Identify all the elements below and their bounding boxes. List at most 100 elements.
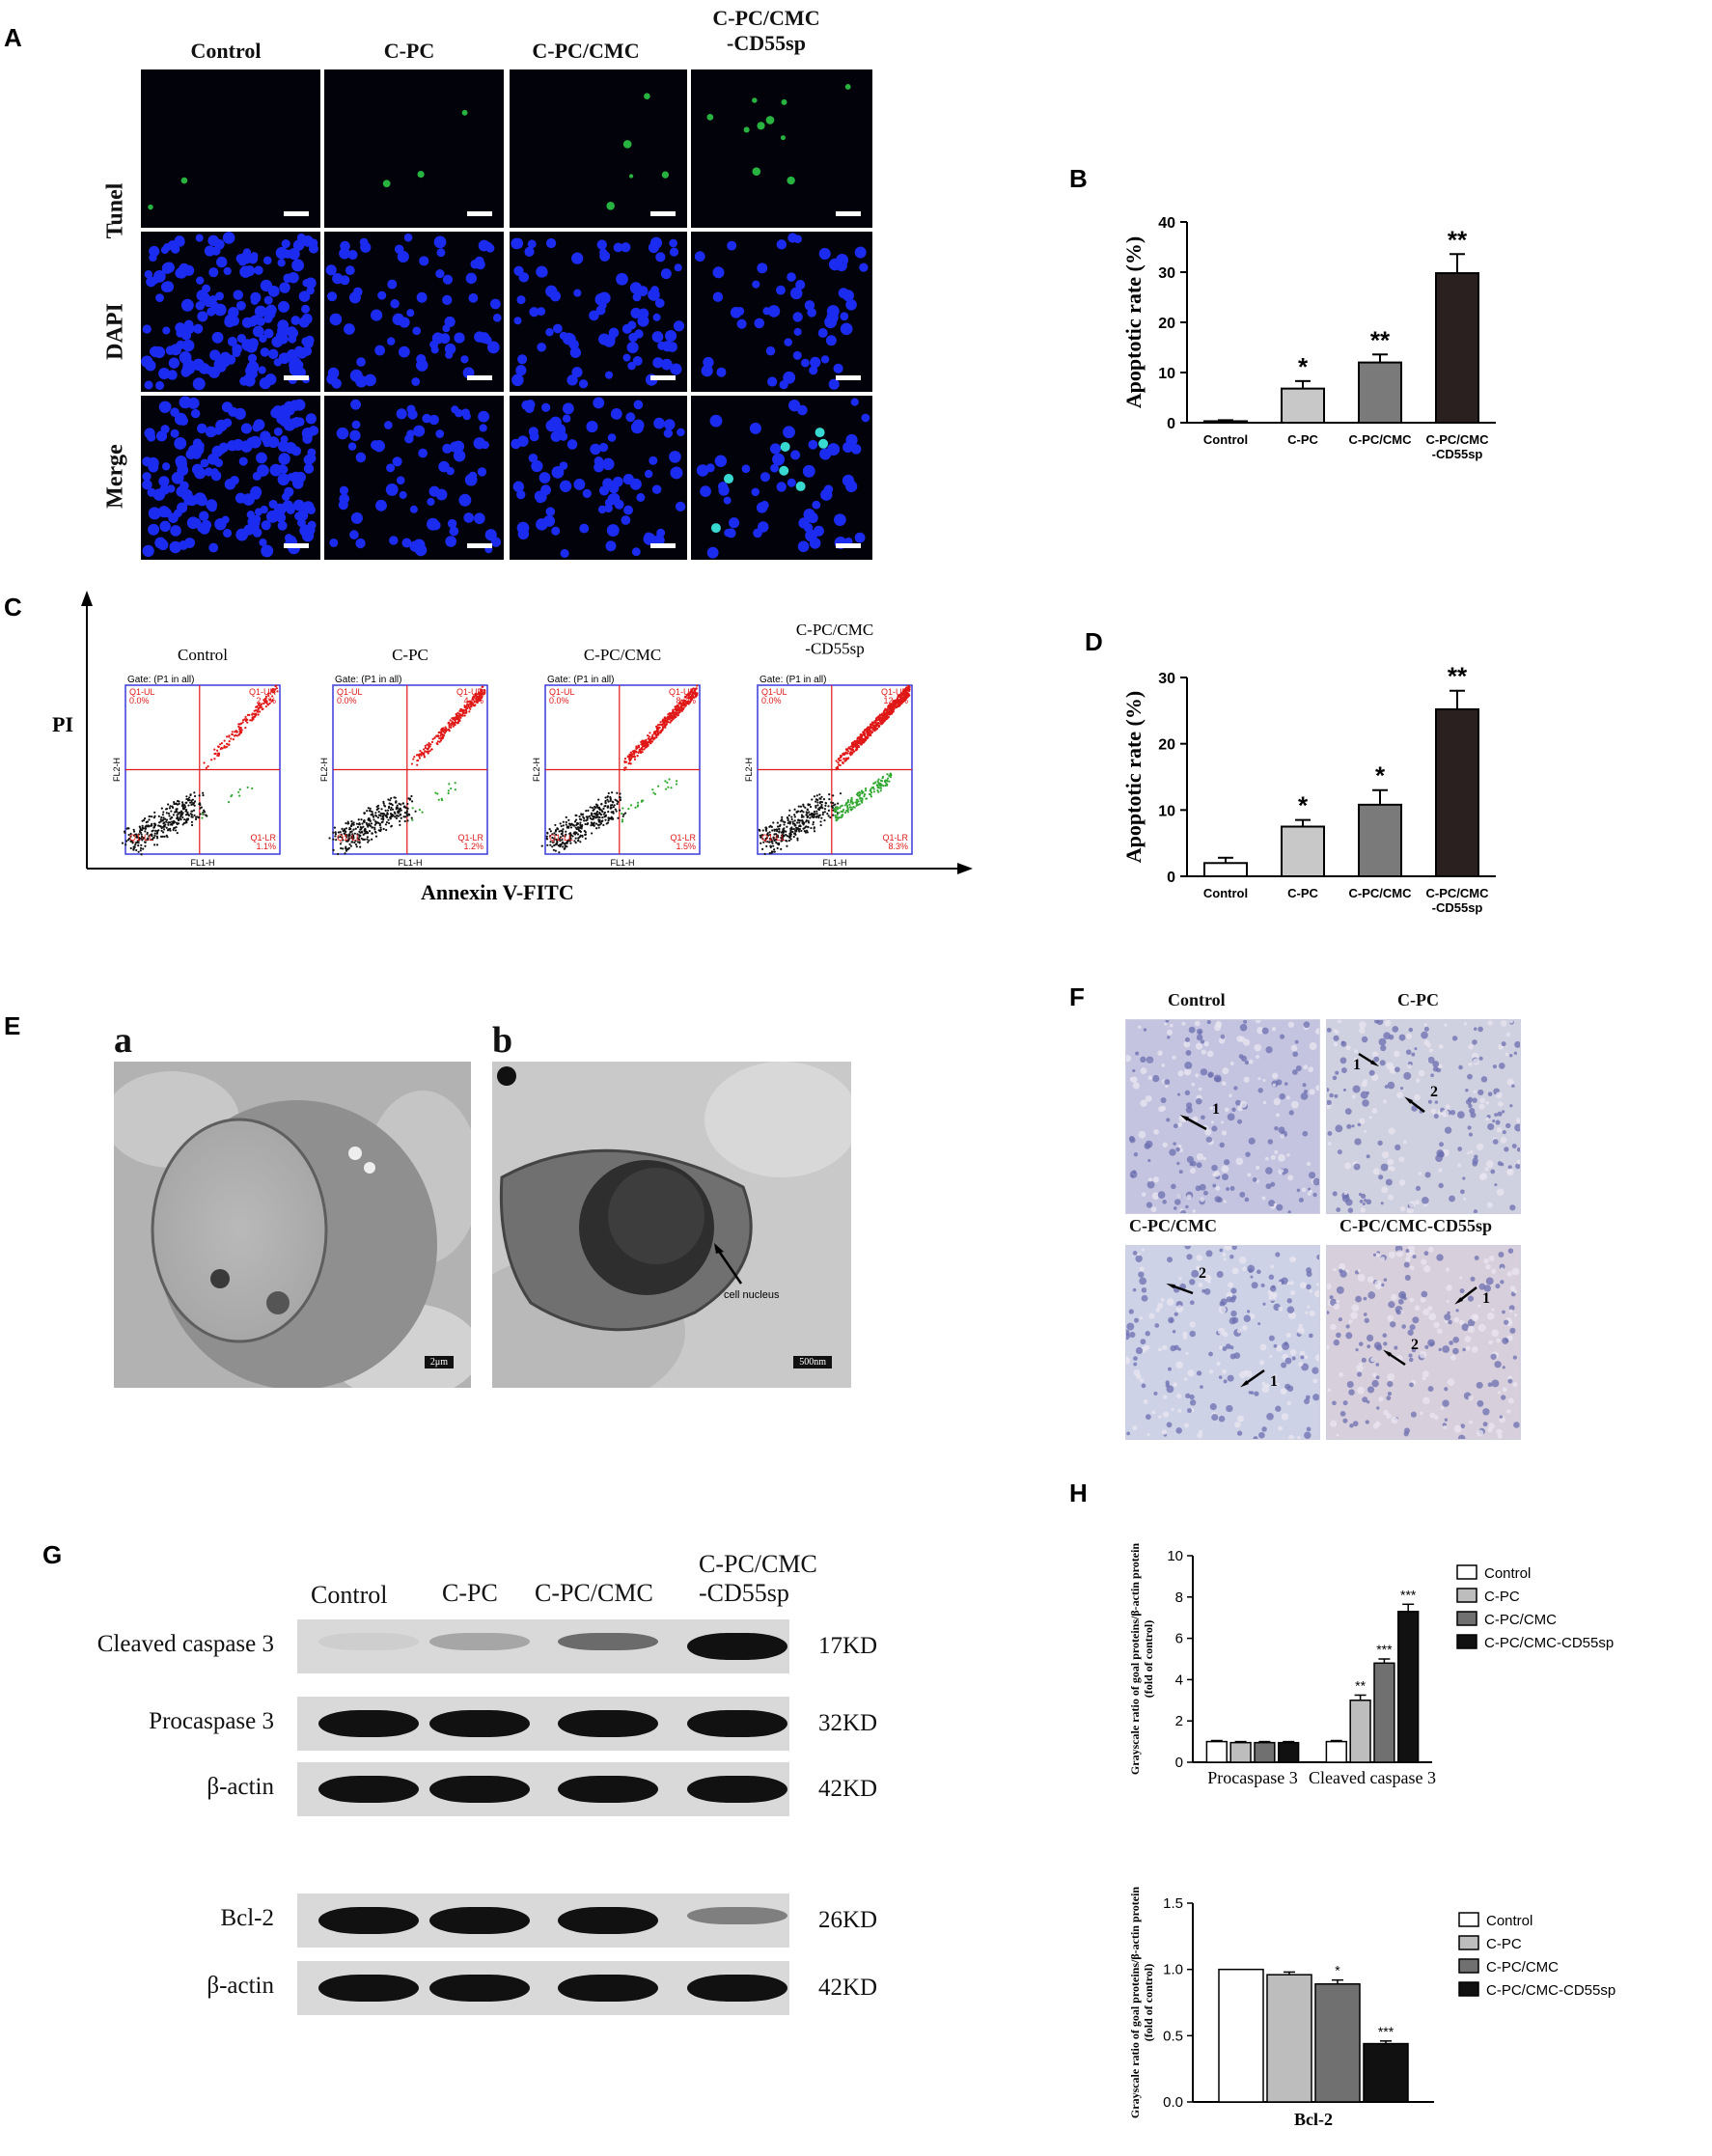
c-event-early [411, 807, 414, 810]
c-event-live [351, 834, 354, 837]
tissue-cell [1504, 1319, 1509, 1325]
tissue-cell [1257, 1322, 1261, 1326]
dapi-nucleus [458, 493, 472, 507]
c-event-live [566, 840, 569, 843]
c-event-late [892, 701, 895, 704]
c-event-live [175, 810, 178, 813]
tissue-cell [1132, 1251, 1138, 1256]
c-event-live [184, 821, 187, 824]
tissue-cell [1229, 1296, 1236, 1303]
c-event-live [397, 811, 400, 814]
c-event-late [276, 690, 279, 693]
c-event-late [655, 735, 658, 739]
dapi-nucleus [192, 358, 205, 372]
dapi-nucleus [303, 455, 315, 465]
c-lr-value: 8.3% [888, 842, 908, 851]
tissue-cell [1337, 1149, 1342, 1155]
c-event-live [183, 804, 186, 807]
blot-row-label: Cleaved caspase 3 [97, 1631, 274, 1657]
c-event-late [262, 702, 265, 705]
c-event-live [831, 814, 835, 816]
c-event-live [594, 822, 598, 825]
c-event-live [169, 805, 172, 808]
c-event-live [191, 815, 194, 818]
tissue-cell [1189, 1162, 1194, 1167]
x-tick-label: C-PC/CMC [1349, 432, 1413, 447]
c-event-late [694, 687, 697, 691]
c-event-live [359, 834, 362, 837]
dapi-nucleus [586, 420, 598, 433]
c-event-live [142, 837, 146, 840]
tissue-cell [1485, 1277, 1494, 1285]
c-event-late [623, 766, 626, 769]
c-event-live [170, 810, 173, 813]
c-event-early [652, 791, 655, 794]
tissue-cell [1438, 1044, 1444, 1049]
tissue-cell [1307, 1192, 1312, 1196]
tissue-cell [1189, 1279, 1196, 1285]
c-event-late [440, 732, 443, 734]
c-event-late [257, 710, 260, 713]
tissue-cell [1496, 1338, 1501, 1343]
tissue-cell [1479, 1097, 1486, 1104]
dapi-nucleus [664, 419, 676, 430]
dapi-nucleus [449, 526, 459, 537]
c-event-late [275, 684, 278, 687]
tissue-cell [1165, 1020, 1170, 1023]
tissue-cell [1306, 1161, 1312, 1167]
c-event-live [562, 824, 565, 827]
c-event-live [776, 830, 779, 833]
c-event-live [788, 836, 791, 840]
dapi-nucleus [288, 353, 297, 363]
tissue-cell [1430, 1108, 1437, 1115]
tissue-cell [1427, 1099, 1432, 1104]
dapi-nucleus [397, 250, 409, 263]
tissue-cell [1336, 1332, 1341, 1339]
panelA-image-r1-c1 [324, 232, 504, 392]
c-event-live [202, 791, 205, 794]
c-event-live [576, 833, 580, 836]
dapi-nucleus [252, 514, 262, 524]
c-event-live [771, 829, 774, 832]
dapi-nucleus [284, 534, 293, 542]
c-event-live [590, 814, 594, 816]
tissue-cell [1339, 1371, 1343, 1377]
c-event-live [602, 807, 605, 810]
c-event-live [340, 846, 343, 850]
blot-band [429, 1710, 530, 1737]
dapi-nucleus [364, 373, 376, 387]
c-event-late [676, 707, 678, 710]
c-event-early [835, 810, 838, 814]
c-event-late [258, 702, 261, 705]
tissue-cell [1371, 1379, 1379, 1388]
tissue-cell [1174, 1199, 1181, 1205]
tissue-cell [1184, 1061, 1193, 1069]
c-event-late [475, 699, 479, 703]
c-event-live [577, 829, 581, 832]
c-event-live [559, 836, 562, 839]
dapi-nucleus [752, 280, 760, 289]
tissue-cell [1254, 1043, 1262, 1052]
c-event-late [690, 694, 693, 697]
tissue-cell [1472, 1039, 1477, 1045]
dapi-nucleus [468, 471, 478, 481]
c-event-late [661, 728, 664, 731]
dapi-nucleus [628, 332, 638, 343]
tissue-cell [1351, 1124, 1355, 1128]
c-event-live [787, 839, 790, 843]
tissue-cell [1409, 1324, 1416, 1331]
c-event-live [778, 831, 781, 834]
tissue-cell [1162, 1395, 1168, 1399]
c-event-late [677, 713, 679, 717]
tissue-cell [1351, 1094, 1356, 1099]
c-event-live [398, 802, 400, 805]
tissue-cell [1387, 1380, 1394, 1388]
c-event-late [205, 766, 207, 769]
tissue-cell [1354, 1138, 1362, 1146]
dapi-nucleus [626, 341, 639, 354]
c-event-live [138, 839, 141, 842]
dapi-nucleus [602, 478, 614, 489]
c-event-late [453, 723, 456, 727]
c-event-late [268, 702, 271, 705]
c-event-live [555, 838, 558, 841]
